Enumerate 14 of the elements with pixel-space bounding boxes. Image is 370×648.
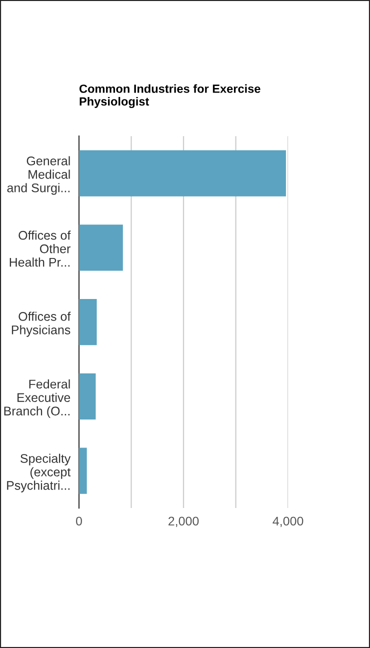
bar xyxy=(78,373,96,420)
x-tick-label: 0 xyxy=(76,516,82,526)
x-tick-label: 4,000 xyxy=(272,516,304,528)
y-tick-label: General Medical and Surgi... xyxy=(7,156,70,195)
y-tick-label: Specialty (except Psychiatri... xyxy=(7,454,71,492)
y-tick-label: Offices of Physicians xyxy=(12,312,71,337)
y-tick-label: Offices of Other Health Pr... xyxy=(10,230,71,267)
x-tick-label: 2,000 xyxy=(168,516,199,528)
chart-title: Common Industries for Exercise Physiologist xyxy=(79,84,260,108)
bar xyxy=(78,224,123,271)
bar xyxy=(78,298,97,346)
bar xyxy=(78,150,286,196)
y-tick-label: Federal Executive Branch (O... xyxy=(4,379,70,418)
bar xyxy=(78,448,87,494)
